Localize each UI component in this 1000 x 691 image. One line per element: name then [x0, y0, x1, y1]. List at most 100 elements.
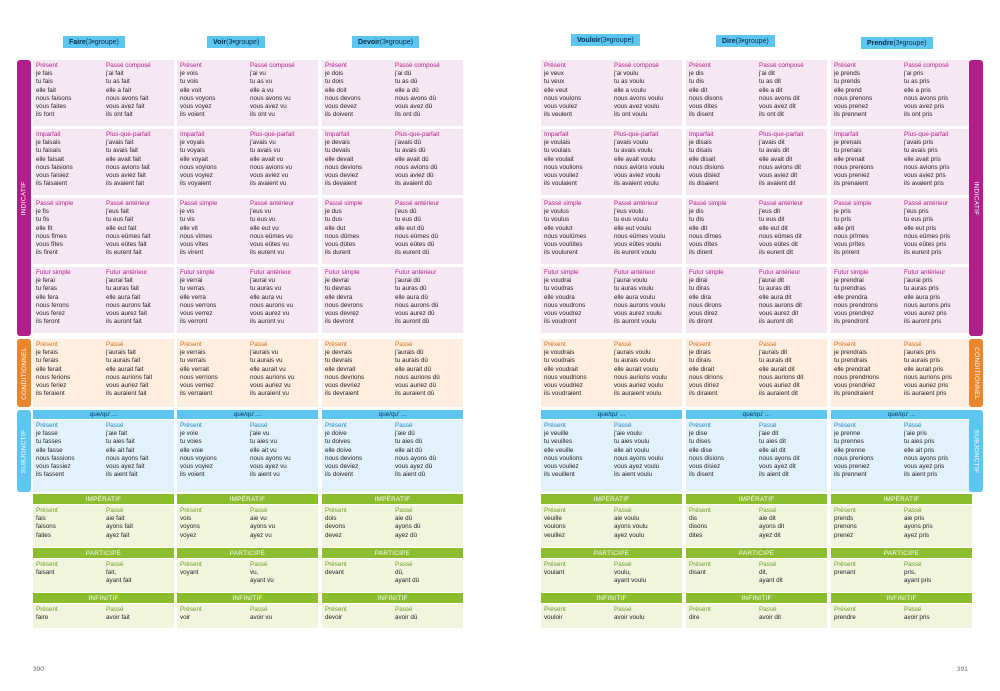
conjugation-form: devons	[325, 523, 346, 531]
conjugation-row: tu voudrais tu aurais voulu	[544, 357, 679, 365]
conjugation-row: vous faites vous avez fait	[36, 103, 171, 111]
conjugation-row: elle dira elle aura dit	[689, 294, 824, 302]
conjugation-form: aie fait	[106, 515, 125, 523]
tense-header: Passé simple Passé antérieur	[544, 200, 679, 208]
conjugation-form: vous aviez dû	[395, 172, 434, 180]
indicatif-block: Présent Passé composé je dis j'ai dit tu dis…	[686, 60, 827, 126]
conditionnel-block: Présent Passé je prendrais j'aurais pris tu …	[831, 339, 972, 407]
conjugation-form: ils auraient pris	[904, 390, 947, 398]
conjugation-row: vous prenez vous avez pris	[834, 103, 969, 111]
conjugation-form: elle voulait	[544, 155, 574, 163]
conjugation-form: ils virent	[180, 249, 204, 257]
tense-name: Plus-que-parfait	[250, 131, 295, 138]
tense-name: Passé composé	[614, 62, 659, 69]
tense-name: Plus-que-parfait	[904, 131, 949, 138]
conjugation-row: elle dut elle eut dû	[325, 225, 460, 233]
conjugation-form: vous eûtes vu	[250, 241, 289, 249]
conjugation-row: je veuille j'aie voulu	[544, 430, 679, 438]
conjugation-form: ils ont fait	[106, 111, 133, 119]
conjugation-form: je dirais	[689, 349, 711, 357]
conjugation-form: elle eut dit	[759, 224, 788, 232]
conjugation-form: elle aurait dû	[395, 365, 432, 373]
conjugation-row: tu dis tu eus dit	[689, 216, 824, 224]
conjugation-form: j'avais dû	[395, 139, 422, 147]
conjugation-row: nous voulons nous avons voulu	[544, 95, 679, 103]
conjugation-row: vous dûtes vous eûtes dû	[325, 241, 460, 249]
subjonctif-block: Présent Passé je prenne j'aie pris tu prenne…	[831, 420, 972, 492]
tense-name: Passé composé	[904, 62, 949, 69]
conjugation-form: tu aurais voulu	[614, 357, 655, 365]
conjugation-row: tu voulais tu avais voulu	[544, 147, 679, 155]
tense-header: Futur simple Futur antérieur	[180, 269, 315, 277]
conjugation-row: je prends j'ai pris	[834, 70, 969, 78]
conjugation-form: vous deviez	[325, 172, 359, 180]
conjugation-form: je veux	[544, 70, 564, 78]
tense-header: Imparfait Plus-que-parfait	[325, 131, 460, 139]
conjugation-row: je dirai j'aurai dit	[689, 277, 824, 285]
conjugation-form: je voudrai	[544, 277, 572, 285]
conjugation-form: elle avait dit	[759, 155, 793, 163]
conjugation-form: tu voudrais	[544, 357, 575, 365]
conjugation-form: vous prendrez	[834, 310, 874, 318]
conjugation-row: je dis j'ai dit	[689, 70, 824, 78]
conjugation-form: vous avez vu	[250, 103, 287, 111]
conjugation-form: nous verrions	[180, 373, 218, 381]
conjugation-row: nous prendrons nous aurons pris	[834, 302, 969, 310]
tense-name: Passé	[250, 422, 268, 429]
conjugation-form: elle aura dit	[759, 293, 792, 301]
conjugation-form: nous eûmes pris	[904, 232, 951, 240]
conjugation-row: tu prendras tu auras pris	[834, 285, 969, 293]
conjugation-row: elle devait elle avait dû	[325, 156, 460, 164]
tense-name: Plus-que-parfait	[106, 131, 151, 138]
subjonctif-bar: que/qu' ...	[177, 410, 318, 419]
conjugation-row: vous voulûtes vous eûtes voulu	[544, 241, 679, 249]
conjugation-form: ils eurent voulu	[614, 249, 657, 257]
conjugation-form: elle eut voulu	[614, 224, 652, 232]
conjugation-form: elle a pris	[904, 86, 931, 94]
conjugation-form: ils eurent pris	[904, 249, 942, 257]
conjugation-form: elle ait fait	[106, 446, 135, 454]
conjugation-form: je vis	[180, 208, 195, 216]
imperatif-block: Présent Passé vois aie vu voyons ayons vu voye…	[177, 505, 318, 547]
conjugation-form: prenons	[834, 523, 857, 531]
conjugation-form: vous faites	[36, 103, 67, 111]
conjugation-form: vous dûtes	[325, 241, 356, 249]
indicatif-block: Imparfait Plus-que-parfait je disais j'avai…	[686, 129, 827, 195]
conjugation-row: nous prenions nous ayons pris	[834, 455, 969, 463]
conjugation-form: elle aurait voulu	[614, 365, 659, 373]
conjugation-form: voyons	[180, 523, 200, 531]
conjugation-form: vous faisiez	[36, 172, 69, 180]
conjugation-form: nous devions	[325, 163, 363, 171]
conjugation-row: nous prendrions nous aurions pris	[834, 374, 969, 382]
conjugation-row: vous prendrez vous aurez pris	[834, 310, 969, 318]
conjugation-form: nous ayons pris	[904, 454, 949, 462]
conjugation-form: tu feras	[36, 285, 57, 293]
conjugation-row: veuillez ayez voulu	[544, 532, 679, 540]
conjugation-row: tu feras tu auras fait	[36, 285, 171, 293]
conjugation-row: devons ayons dû	[325, 523, 460, 531]
conjugation-form: tu avais dû	[395, 147, 426, 155]
conjugation-row: je voudrais j'aurais voulu	[544, 349, 679, 357]
tense-header: Passé simple Passé antérieur	[689, 200, 824, 208]
conjugation-form: nous voyons	[180, 94, 216, 102]
conjugation-form: nous avons voulu	[614, 94, 664, 102]
tense-name: Présent	[689, 606, 711, 613]
indicatif-block: Futur simple Futur antérieur je ferai j'aur…	[33, 267, 174, 333]
conjugation-form: je prends	[834, 70, 860, 78]
conjugation-form: tu dirais	[689, 357, 712, 365]
conjugation-row: vous voulez vous avez voulu	[544, 103, 679, 111]
conjugation-form: je verrais	[180, 349, 206, 357]
conjugation-form: je dois	[325, 70, 344, 78]
conjugation-form: ils ont dû	[395, 111, 421, 119]
conjugation-row: tu prennes tu aies pris	[834, 438, 969, 446]
conjugation-row: nous voulûmes nous eûmes voulu	[544, 233, 679, 241]
conjugation-row: nous faisons nous avons fait	[36, 95, 171, 103]
conjugation-form: tu aurais pris	[904, 357, 941, 365]
conjugation-form: vous voulûtes	[544, 241, 583, 249]
conjugation-row: tu voudras tu auras voulu	[544, 285, 679, 293]
participe-block: Présent Passé faisant fait, ayant fait	[33, 559, 174, 592]
conjugation-form: je voulus	[544, 208, 569, 216]
conjugation-form: elle eut dû	[395, 224, 425, 232]
conjugation-form: je prenais	[834, 139, 862, 147]
conjugation-form: je dirai	[689, 277, 708, 285]
